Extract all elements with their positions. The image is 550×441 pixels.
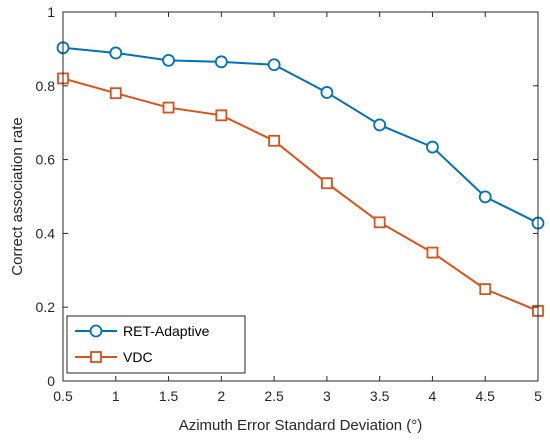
data-point	[479, 283, 492, 296]
x-tick-label: 0.5	[53, 388, 73, 404]
legend-item: RET-Adaptive	[75, 323, 210, 339]
plot-frame	[62, 11, 539, 382]
series-line	[62, 46, 539, 224]
ticks-layer: 0.5 1 1.5 2 2.5 3 3.5 4 4.5 5 0 0.2 0.4 0.6 0.8 1	[36, 4, 543, 404]
x-tick-label: 2.5	[264, 388, 284, 404]
data-point	[267, 58, 281, 72]
data-point	[320, 86, 334, 99]
legend-marker	[89, 324, 103, 338]
x-tick-label: 2	[217, 388, 225, 404]
x-tick-label: 3.5	[370, 388, 390, 404]
x-tick-label: 4.5	[475, 388, 495, 404]
x-tick-label: 1.5	[159, 388, 179, 404]
y-tick-label: 0	[47, 373, 55, 389]
data-point	[162, 101, 175, 114]
legend-item: VDC	[75, 349, 153, 365]
x-tick-label: 5	[534, 388, 542, 404]
x-tick-label: 1	[112, 388, 120, 404]
y-tick-label: 0.8	[36, 78, 56, 94]
legend: RET-Adaptive VDC	[66, 315, 246, 374]
x-tick-label: 4	[429, 388, 437, 404]
data-point	[109, 87, 122, 100]
y-axis-label: Correct association rate	[9, 117, 26, 275]
y-tick-label: 1	[47, 4, 55, 20]
y-tick-label: 0.6	[36, 152, 56, 168]
legend-label: RET-Adaptive	[123, 323, 210, 339]
data-point	[478, 190, 492, 204]
data-point	[373, 216, 386, 229]
data-point	[215, 109, 228, 122]
data-point	[162, 53, 175, 67]
legend-marker	[90, 351, 102, 363]
x-axis-label: Azimuth Error Standard Deviation (°)	[179, 417, 423, 434]
data-point	[426, 246, 439, 259]
x-tick-label: 3	[323, 388, 331, 404]
series-2	[57, 72, 544, 317]
y-tick-label: 0.4	[36, 225, 56, 241]
data-point	[426, 140, 439, 154]
series-line	[62, 77, 539, 312]
series-layer	[56, 41, 545, 317]
data-point	[320, 177, 333, 190]
data-point	[268, 134, 281, 147]
legend-label: VDC	[123, 349, 153, 365]
y-tick-label: 0.2	[36, 299, 56, 315]
data-point	[373, 118, 387, 132]
data-point	[214, 55, 228, 69]
series-1	[56, 41, 545, 230]
data-point	[109, 46, 123, 60]
